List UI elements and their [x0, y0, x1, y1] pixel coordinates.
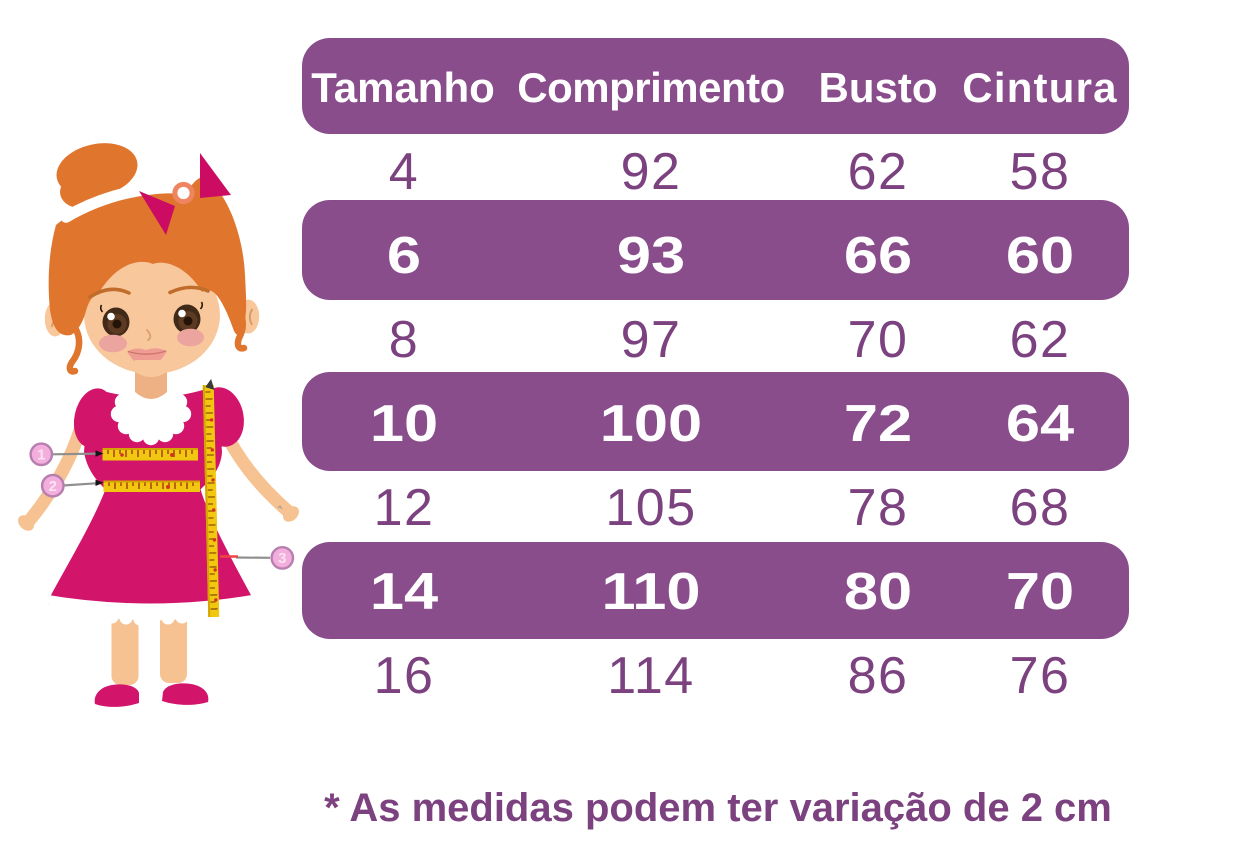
svg-text:3: 3	[278, 550, 286, 567]
svg-text:2: 2	[49, 478, 57, 495]
svg-text:1: 1	[37, 447, 45, 464]
